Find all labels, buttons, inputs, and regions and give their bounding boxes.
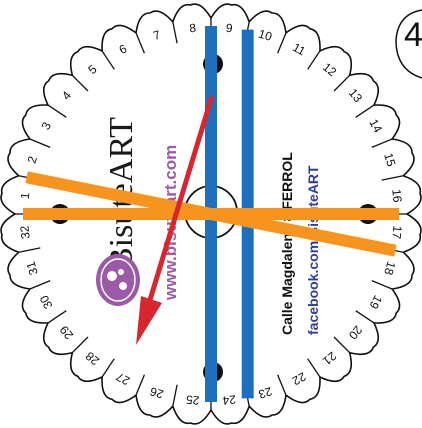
slot-mark xyxy=(101,358,115,378)
slot-mark xyxy=(355,310,375,324)
slot-label: 15 xyxy=(381,151,398,168)
slot-label: 1 xyxy=(18,191,33,199)
slot-label: 17 xyxy=(389,225,404,240)
slot-label: 23 xyxy=(257,384,274,401)
address-text: Calle Magdalena 8 FERROL xyxy=(279,152,295,335)
step-bubble xyxy=(395,9,422,79)
slot-mark xyxy=(135,32,146,54)
slot-label: 16 xyxy=(389,188,404,203)
slot-mark xyxy=(276,32,287,54)
slot-mark xyxy=(71,336,89,354)
slot-label: 25 xyxy=(185,392,200,407)
slot-label: 32 xyxy=(17,225,32,240)
slot-mark xyxy=(29,279,51,290)
slot-mark xyxy=(29,138,51,149)
slot-mark xyxy=(333,336,351,354)
logo-badge-icon xyxy=(96,254,140,306)
slot-label: 30 xyxy=(37,293,56,312)
step-number: 4 xyxy=(404,16,422,54)
slot-label: 7 xyxy=(152,27,163,42)
slot-mark xyxy=(71,74,89,92)
slot-mark xyxy=(307,358,321,378)
slot-label: 31 xyxy=(23,260,40,277)
website-text: www.bisuteart.com xyxy=(161,145,180,301)
slot-label: 24 xyxy=(222,392,237,407)
slot-label: 22 xyxy=(290,369,309,388)
move-arrow-icon xyxy=(136,95,215,345)
slot-mark xyxy=(307,50,321,70)
slot-label: 2 xyxy=(25,154,40,165)
slot-label: 10 xyxy=(257,27,274,44)
facebook-text: facebook.com/BisuteART xyxy=(305,165,321,335)
slot-label: 14 xyxy=(366,117,385,136)
slot-mark xyxy=(18,247,41,253)
slot-label: 18 xyxy=(381,260,398,277)
slot-label: 9 xyxy=(225,21,233,36)
slot-mark xyxy=(371,279,393,290)
slot-mark xyxy=(101,50,115,70)
slot-mark xyxy=(47,104,67,118)
slot-mark xyxy=(276,374,287,396)
slot-mark xyxy=(172,384,178,407)
slot-label: 8 xyxy=(189,21,197,36)
slot-mark xyxy=(172,21,178,44)
slot-mark xyxy=(47,310,67,324)
slot-label: 26 xyxy=(148,384,165,401)
slot-mark xyxy=(333,74,351,92)
slot-label: 19 xyxy=(366,293,385,312)
slot-mark xyxy=(355,104,375,118)
slot-label: 27 xyxy=(113,369,132,388)
slot-mark xyxy=(135,374,146,396)
slot-mark xyxy=(381,175,404,181)
slot-mark xyxy=(371,138,393,149)
